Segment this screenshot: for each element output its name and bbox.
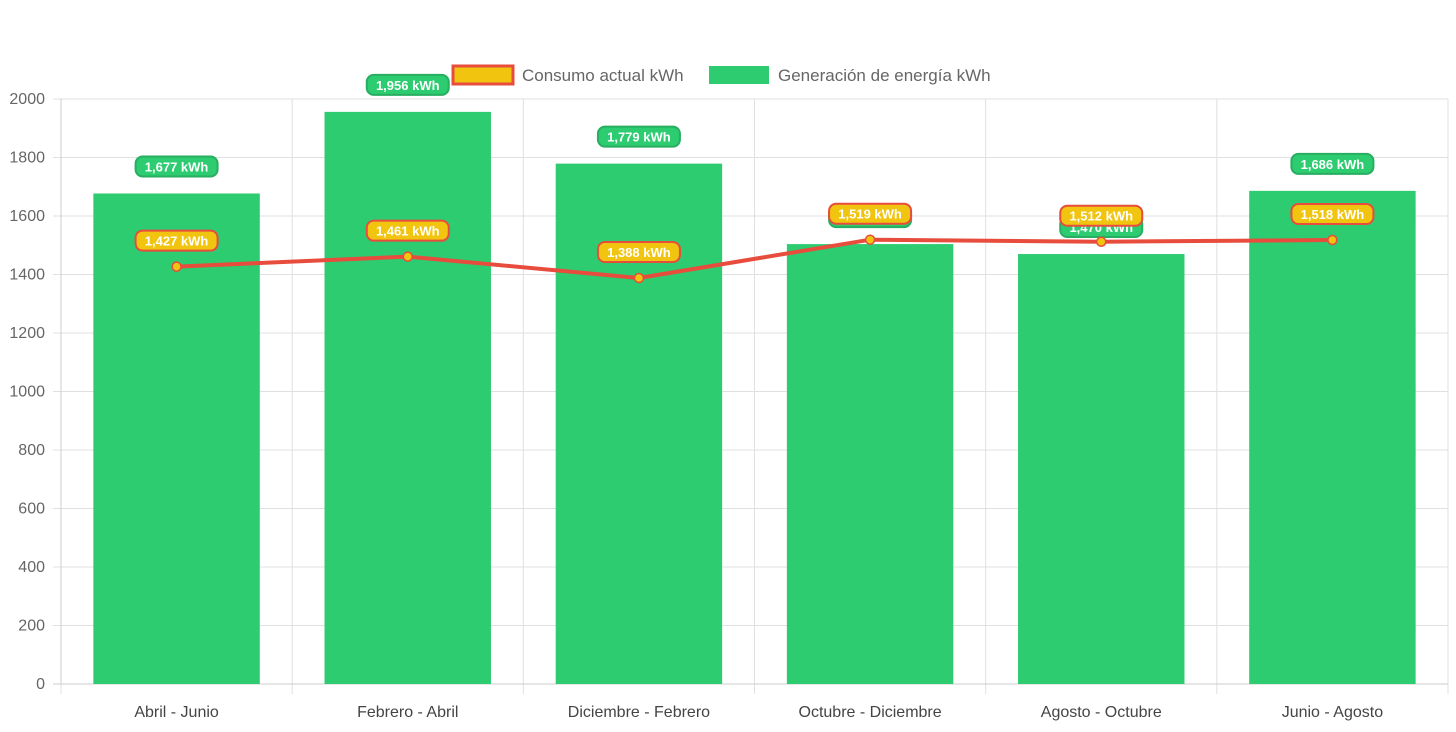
y-tick-label: 200	[18, 618, 45, 635]
line-label-layer: 1,427 kWh 1,461 kWh 1,388 kWh 1,519 kWh 1,51…	[134, 202, 1375, 264]
line-data-label-text: 1,461 kWh	[376, 224, 440, 239]
x-tick-label: Agosto - Octubre	[1041, 704, 1162, 721]
line-point[interactable]	[171, 261, 182, 272]
bar[interactable]	[1249, 190, 1416, 684]
bar-data-label-background	[1290, 152, 1375, 175]
legend-swatch-consumo	[451, 64, 515, 86]
axis-layer: 0 200 400 600 800 1000 1200 1400 1600 1800 2000 Abr…	[9, 91, 1448, 721]
line-data-label: 1,512 kWh	[1059, 204, 1144, 227]
bar-data-label-text: 1,677 kWh	[145, 159, 209, 174]
legend-label-generacion: Generación de energía kWh	[778, 66, 991, 85]
bar[interactable]	[324, 111, 491, 685]
line-data-label-text: 1,518 kWh	[1301, 207, 1365, 222]
line-data-label-background	[828, 202, 913, 225]
bar-data-label-text: 1,779 kWh	[607, 130, 671, 145]
bar-layer	[93, 111, 1416, 685]
bar-data-label-text: 1,686 kWh	[1301, 157, 1365, 172]
grid-layer	[53, 98, 1449, 694]
line-data-label: 1,427 kWh	[134, 229, 219, 252]
line-point[interactable]	[864, 234, 876, 245]
line-data-label-background	[1059, 204, 1144, 227]
y-tick-label: 1600	[9, 208, 45, 225]
line-data-label-background	[1290, 202, 1375, 225]
legend: Consumo actual kWh Generación de energía…	[451, 64, 991, 86]
x-tick-label: Abril - Junio	[134, 704, 219, 721]
bar-data-label-background	[596, 125, 681, 148]
y-tick-label: 1800	[9, 150, 45, 167]
x-tick-label: Junio - Agosto	[1282, 704, 1384, 721]
line-data-label-text: 1,388 kWh	[607, 245, 671, 260]
bar-data-label-text: 1,956 kWh	[376, 78, 440, 93]
y-tick-label: 400	[18, 559, 45, 576]
bar-data-label: 1,779 kWh	[596, 125, 681, 148]
line-point[interactable]	[1327, 234, 1338, 246]
line-data-label-background	[596, 241, 681, 264]
y-tick-label: 600	[18, 501, 45, 518]
line-data-label: 1,388 kWh	[596, 241, 681, 264]
bar[interactable]	[1018, 254, 1185, 684]
line-layer	[171, 234, 1338, 284]
line-data-label-text: 1,519 kWh	[838, 207, 902, 222]
consumo-line	[176, 237, 1333, 281]
y-tick-label: 1000	[9, 384, 45, 401]
line-point[interactable]	[402, 251, 413, 262]
legend-item-consumo[interactable]: Consumo actual kWh	[451, 64, 684, 86]
x-tick-label: Octubre - Diciembre	[799, 704, 942, 721]
line-data-label-background	[365, 219, 450, 242]
y-tick-label: 0	[36, 676, 45, 693]
line-data-label: 1,461 kWh	[365, 219, 450, 242]
line-point[interactable]	[1096, 236, 1107, 247]
y-tick-label: 800	[18, 442, 45, 459]
legend-label-consumo: Consumo actual kWh	[522, 66, 684, 85]
y-tick-label: 2000	[9, 91, 45, 108]
line-data-label-background	[134, 229, 219, 252]
x-tick-label: Diciembre - Febrero	[568, 704, 710, 721]
bar-data-label-background	[365, 73, 450, 96]
line-point[interactable]	[633, 272, 645, 284]
bar-data-label: 1,686 kWh	[1290, 152, 1375, 175]
line-data-label: 1,518 kWh	[1290, 202, 1375, 225]
line-data-label: 1,519 kWh	[828, 202, 913, 225]
bar-data-label: 1,677 kWh	[134, 155, 219, 178]
x-tick-label: Febrero - Abril	[357, 704, 458, 721]
bar[interactable]	[786, 244, 954, 684]
y-tick-label: 1200	[9, 325, 45, 342]
line-data-label-text: 1,512 kWh	[1069, 209, 1133, 224]
bar-data-label-background	[134, 155, 219, 178]
y-tick-label: 1400	[9, 267, 45, 284]
bar[interactable]	[93, 193, 260, 685]
legend-item-generacion[interactable]: Generación de energía kWh	[709, 66, 991, 85]
line-data-label-text: 1,427 kWh	[145, 234, 209, 249]
legend-swatch-generacion	[709, 66, 769, 84]
bar-data-label: 1,956 kWh	[365, 73, 450, 96]
